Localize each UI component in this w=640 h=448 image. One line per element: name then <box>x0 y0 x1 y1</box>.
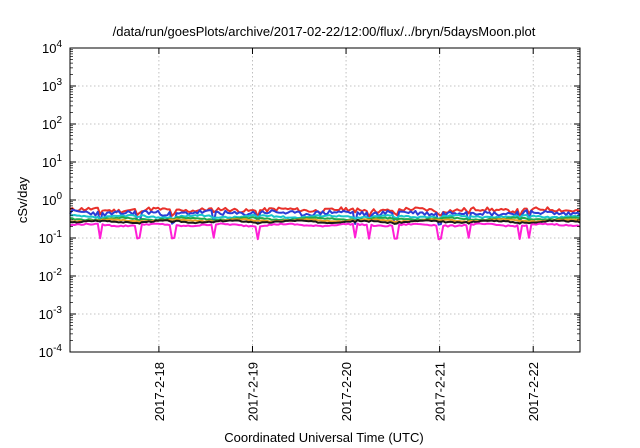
y-tick-label: 10-1 <box>39 229 63 246</box>
x-tick-label: 2017-2-20 <box>339 362 354 421</box>
y-tick-label: 10-3 <box>39 305 63 322</box>
series-line <box>69 213 581 221</box>
x-tick-label: 2017-2-21 <box>433 362 448 421</box>
y-tick-label: 10-2 <box>39 267 63 284</box>
series-line <box>69 219 581 225</box>
series-line <box>69 206 581 218</box>
y-tick-label: 101 <box>42 153 62 170</box>
x-tick-label: 2017-2-22 <box>526 362 541 421</box>
x-tick-label: 2017-2-18 <box>152 362 167 421</box>
y-tick-label: 100 <box>42 191 62 208</box>
x-axis: 2017-2-18 2017-2-19 2017-2-20 2017-2-21 2017… <box>152 48 541 421</box>
y-tick-label: 103 <box>42 77 62 94</box>
y-tick-label: 10-4 <box>39 343 63 360</box>
grid <box>70 48 580 352</box>
y-tick-label: 104 <box>42 39 62 56</box>
x-axis-label: Coordinated Universal Time (UTC) <box>224 430 423 445</box>
series-line <box>69 222 581 241</box>
chart-title: /data/run/goesPlots/archive/2017-02-22/1… <box>113 24 536 39</box>
series-group <box>69 206 581 241</box>
x-tick-label: 2017-2-19 <box>245 362 260 421</box>
y-axis: 10-4 10-3 10-2 10-1 100 101 102 103 104 <box>39 39 580 360</box>
series-line <box>69 209 581 226</box>
y-tick-label: 102 <box>42 115 62 132</box>
y-axis-label: cSv/day <box>15 176 30 223</box>
